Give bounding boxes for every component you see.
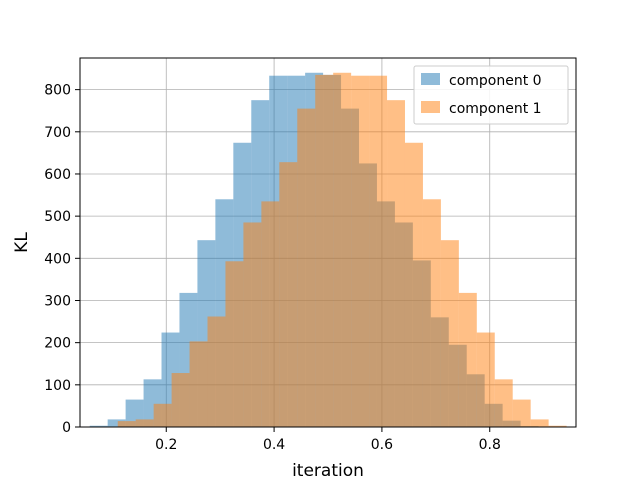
y-tick-label: 100 <box>44 378 71 394</box>
axis-ticks: 0.2 0.4 0.6 0.8 0 100 200 300 400 500 600 700 800 <box>44 83 501 453</box>
histogram-bars <box>89 72 567 428</box>
bar-component-1 <box>225 261 244 427</box>
bar-component-1 <box>189 341 208 427</box>
x-tick-label: 0.2 <box>155 437 177 453</box>
y-tick-label: 500 <box>44 209 71 225</box>
y-tick-label: 200 <box>44 336 71 352</box>
legend: component 0 component 1 <box>413 65 569 125</box>
bar-component-0 <box>107 419 126 427</box>
bar-component-1 <box>207 316 226 427</box>
legend-label-component-1: component 1 <box>449 101 542 117</box>
bar-component-1 <box>279 162 298 427</box>
y-tick-label: 800 <box>44 83 71 99</box>
bar-component-1 <box>315 74 334 428</box>
bar-component-1 <box>135 419 154 427</box>
bar-component-1 <box>117 421 136 427</box>
bar-component-1 <box>333 72 352 427</box>
y-axis-title: KL <box>12 232 32 253</box>
bar-component-1 <box>153 403 172 427</box>
y-tick-label: 0 <box>62 420 71 436</box>
y-tick-label: 600 <box>44 167 71 183</box>
bar-component-1 <box>297 108 316 427</box>
y-tick-label: 300 <box>44 293 71 309</box>
bar-component-1 <box>351 75 370 427</box>
x-tick-label: 0.4 <box>263 437 285 453</box>
bar-component-1 <box>530 419 549 427</box>
bar-component-1 <box>494 379 513 427</box>
x-tick-label: 0.8 <box>479 437 501 453</box>
y-tick-label: 700 <box>44 125 71 141</box>
legend-label-component-0: component 0 <box>449 73 542 89</box>
legend-swatch-component-0 <box>421 73 440 85</box>
bar-component-1 <box>387 100 405 428</box>
bar-component-1 <box>369 75 388 427</box>
bar-component-1 <box>512 399 531 427</box>
bar-component-1 <box>171 373 190 427</box>
bar-component-1 <box>458 292 477 427</box>
legend-box <box>413 65 569 125</box>
bar-component-1 <box>440 240 459 427</box>
plot-frame <box>79 57 577 428</box>
bar-component-1 <box>243 222 262 427</box>
legend-swatch-component-1 <box>421 101 440 113</box>
x-tick-label: 0.6 <box>371 437 393 453</box>
bar-component-1 <box>476 332 495 427</box>
x-axis-title: iteration <box>292 461 364 480</box>
bar-component-1 <box>548 425 567 427</box>
y-tick-label: 400 <box>44 251 71 267</box>
bar-component-1 <box>261 201 280 427</box>
bar-component-0 <box>89 425 108 427</box>
bar-component-1 <box>404 142 423 427</box>
bar-component-1 <box>422 199 441 427</box>
